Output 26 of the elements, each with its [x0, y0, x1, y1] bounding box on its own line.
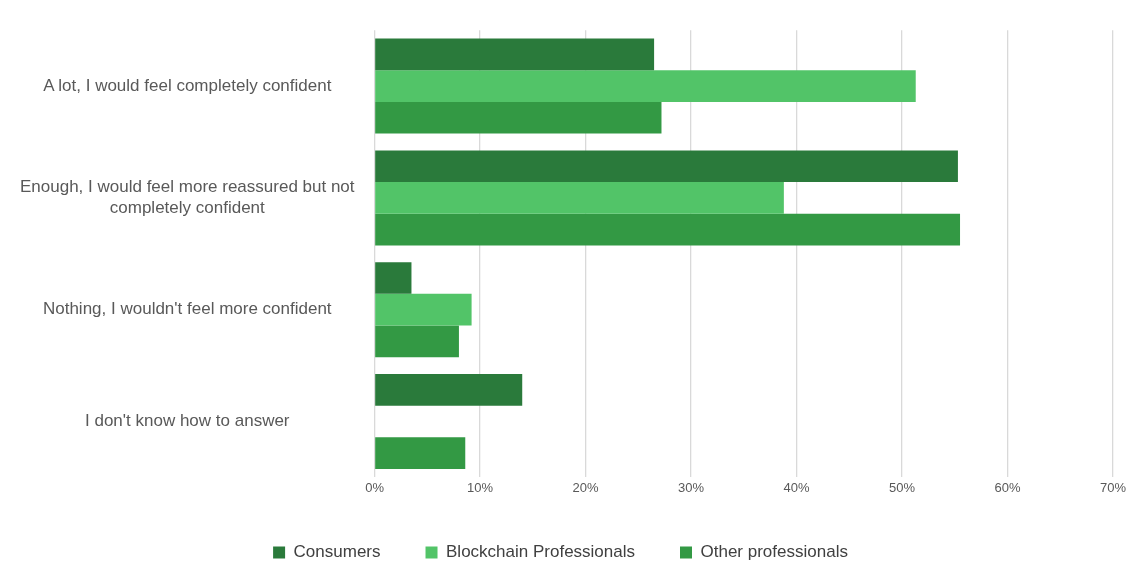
- x-tick-label: 50%: [889, 479, 916, 495]
- legend-label: Other professionals: [700, 542, 848, 562]
- bar: [375, 70, 916, 102]
- bar: [375, 437, 466, 470]
- y-tick-label: Nothing, I wouldn't feel more confident: [42, 299, 332, 319]
- y-tick-label: A lot, I would feel completely confident: [43, 75, 332, 95]
- bar: [375, 373, 523, 406]
- y-tick-label: Enough, I would feel more reassured but not completely confident: [20, 177, 355, 217]
- x-tick-label: 0%: [365, 479, 385, 495]
- x-tick-label: 20%: [572, 479, 599, 495]
- legend-label: Consumers: [293, 542, 381, 562]
- x-tick-label: 40%: [783, 479, 810, 495]
- x-tick-label: 60%: [994, 479, 1021, 495]
- legend-label: Blockchain Professionals: [446, 542, 635, 562]
- bar: [375, 262, 412, 294]
- x-tick-label: 70%: [1099, 479, 1127, 495]
- x-tick-label: 10%: [467, 479, 494, 495]
- bar: [375, 213, 961, 246]
- x-tick-label: 30%: [678, 479, 705, 495]
- bar: [375, 182, 784, 214]
- bar: [375, 101, 662, 134]
- y-tick-label: I don't know how to answer: [85, 411, 290, 431]
- bar: [375, 293, 472, 326]
- bar: [375, 38, 655, 71]
- bar: [375, 150, 958, 183]
- bar: [375, 325, 459, 358]
